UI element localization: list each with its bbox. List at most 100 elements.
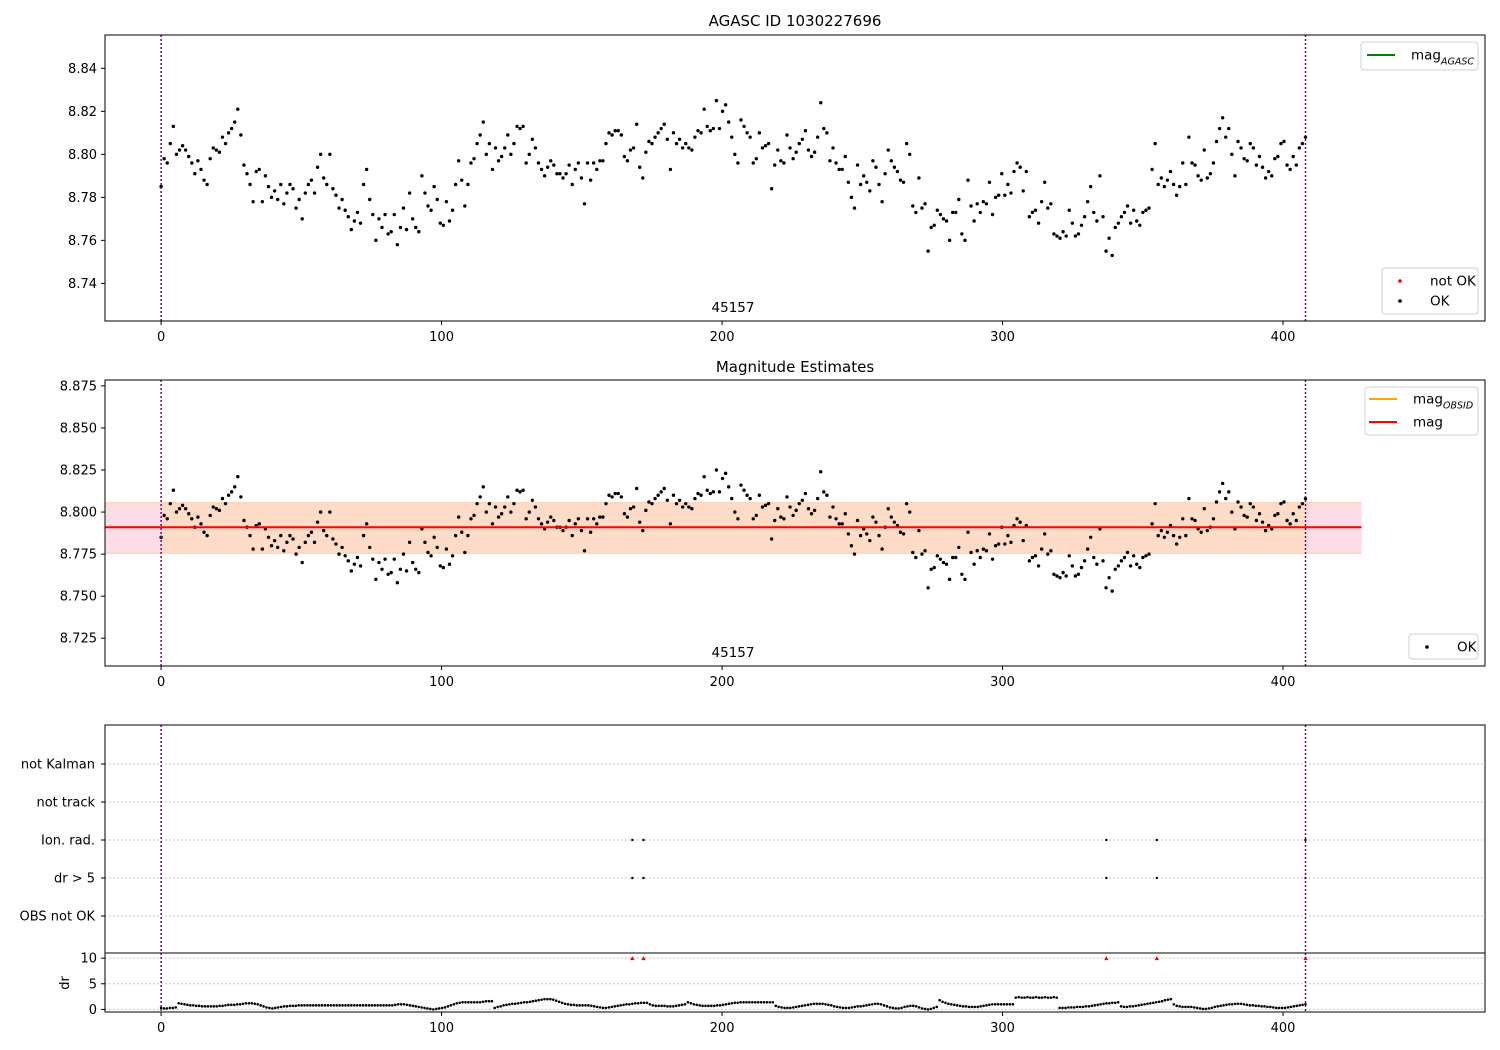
panel-2-data-point: [687, 505, 691, 509]
panel-3-dr-point: [505, 1003, 508, 1007]
panel-2-data-point: [996, 542, 1001, 546]
panel-3-dr-point: [300, 1004, 303, 1007]
panel-2-x-tick-label: 100: [429, 675, 454, 690]
panel-1-data-point: [447, 219, 452, 223]
panel-2-data-point: [236, 475, 240, 479]
panel-1-data-point: [398, 225, 403, 230]
panel-3-dr-point: [1125, 1005, 1129, 1009]
panel-3-dr-point: [1263, 1005, 1266, 1008]
panel-3-dr-point: [587, 1004, 590, 1007]
panel-1-data-point: [272, 189, 277, 193]
panel-2-data-point: [533, 505, 538, 509]
panel-1-data-point: [705, 124, 709, 129]
panel-1-data-point: [644, 150, 648, 154]
panel-1-data-point: [429, 208, 433, 212]
panel-3-flag-row-label: not Kalman: [21, 758, 95, 773]
panel-3-dr-point: [1052, 995, 1056, 999]
panel-1-data-point: [1220, 116, 1225, 120]
panel-2-data-point: [684, 501, 688, 506]
panel-3-dr-point: [973, 1005, 977, 1009]
panel-3-dr-point: [1113, 1001, 1117, 1005]
panel-2-data-point: [493, 505, 498, 509]
panel-2-data-point: [239, 495, 243, 499]
panel-2-data-point: [1055, 574, 1059, 578]
panel-3-dr-point: [803, 1004, 807, 1007]
panel-2-data-point: [1184, 533, 1188, 538]
panel-1-data-point: [1251, 146, 1256, 150]
panel-3-dr-point: [370, 1004, 374, 1007]
panel-3-dr-point: [996, 1003, 1000, 1006]
panel-1-data-point: [527, 152, 531, 157]
panel-3-dr-point: [765, 1000, 769, 1004]
panel-1-data-point: [193, 171, 197, 176]
panel-3-dr-point: [1026, 995, 1029, 999]
panel-2-data-point: [297, 545, 301, 550]
panel-1-data-point: [1082, 215, 1087, 219]
panel-1-data-point: [1039, 199, 1044, 204]
panel-3-dr-point: [268, 1006, 271, 1010]
panel-2-data-point: [1141, 555, 1145, 560]
panel-1-data-point: [472, 156, 476, 161]
panel-3-dr-point: [1286, 1006, 1290, 1009]
panel-1-x-tick-label: 0: [157, 330, 165, 345]
panel-2-data-point: [220, 496, 225, 501]
panel-1-data-point: [1270, 174, 1274, 178]
panel-2-data-point: [417, 570, 421, 575]
panel-1-data-point: [220, 135, 225, 139]
panel-3-dr-point: [900, 1006, 903, 1010]
panel-1-data-point: [1036, 221, 1041, 225]
panel-1-data-point: [552, 163, 556, 167]
panel-3-dr-point: [935, 1005, 939, 1009]
panel-1-data-point: [1181, 161, 1185, 165]
panel-3-dr-point: [288, 1004, 292, 1008]
panel-1-data-point: [941, 217, 946, 221]
panel-1-data-point: [1177, 184, 1182, 189]
panel-2-data-point: [1006, 533, 1010, 538]
panel-2-data-point: [429, 554, 433, 558]
panel-3-dr-point: [847, 1006, 851, 1010]
panel-3-dr-point: [429, 1007, 432, 1011]
panel-2-data-point: [487, 501, 492, 506]
panel-2-data-point: [503, 505, 507, 509]
panel-3-dr-point: [590, 1004, 593, 1008]
panel-2-data-point: [1104, 586, 1108, 590]
panel-3-dr-point: [581, 1004, 584, 1007]
panel-1-data-point: [564, 171, 568, 176]
panel-1-data-point: [1294, 163, 1298, 167]
panel-1-data-point: [325, 182, 329, 187]
panel-3-dr-point: [1116, 1000, 1120, 1004]
panel-3-dr-point: [619, 1004, 622, 1007]
panel-2-data-point: [601, 515, 605, 519]
panel-1-data-point: [469, 161, 473, 165]
panel-2-data-point: [386, 572, 390, 577]
panel-3-dr-point: [850, 1006, 854, 1009]
panel-3-dr-point: [1140, 1003, 1143, 1007]
panel-2-data-point: [680, 505, 685, 509]
panel-2-data-point: [723, 471, 728, 476]
panel-2-legend-dot-swatch: [1425, 645, 1429, 649]
panel-2-data-point: [865, 532, 869, 536]
panel-3-dr-point: [358, 1004, 362, 1007]
panel-2-data-point: [849, 544, 854, 548]
panel-3-dr-point: [1064, 1006, 1067, 1010]
panel-1-data-point: [282, 202, 286, 206]
panel-3-dr-point: [733, 1001, 737, 1005]
panel-2-data-point: [364, 522, 369, 526]
panel-2-data-point: [453, 533, 458, 538]
panel-2-data-point: [1147, 552, 1151, 556]
panel-2-data-point: [217, 508, 222, 513]
panel-1-data-point: [426, 204, 430, 208]
panel-3-dr-point: [689, 1001, 693, 1005]
panel-2-data-point: [1119, 559, 1124, 563]
panel-1-data-point: [1285, 163, 1289, 167]
panel-1-data-point: [275, 197, 280, 202]
panel-3-dr-point: [373, 1004, 377, 1007]
panel-1-data-point: [1266, 169, 1271, 174]
panel-3-dr-point: [1192, 1006, 1196, 1009]
panel-2-data-point: [457, 515, 461, 519]
panel-3-dr-point: [1233, 1002, 1237, 1006]
panel-3-dr-point: [209, 1005, 213, 1008]
panel-1-data-point: [671, 131, 676, 135]
panel-3-dr-point: [645, 1001, 649, 1005]
panel-3-flag-point: [1304, 838, 1307, 842]
